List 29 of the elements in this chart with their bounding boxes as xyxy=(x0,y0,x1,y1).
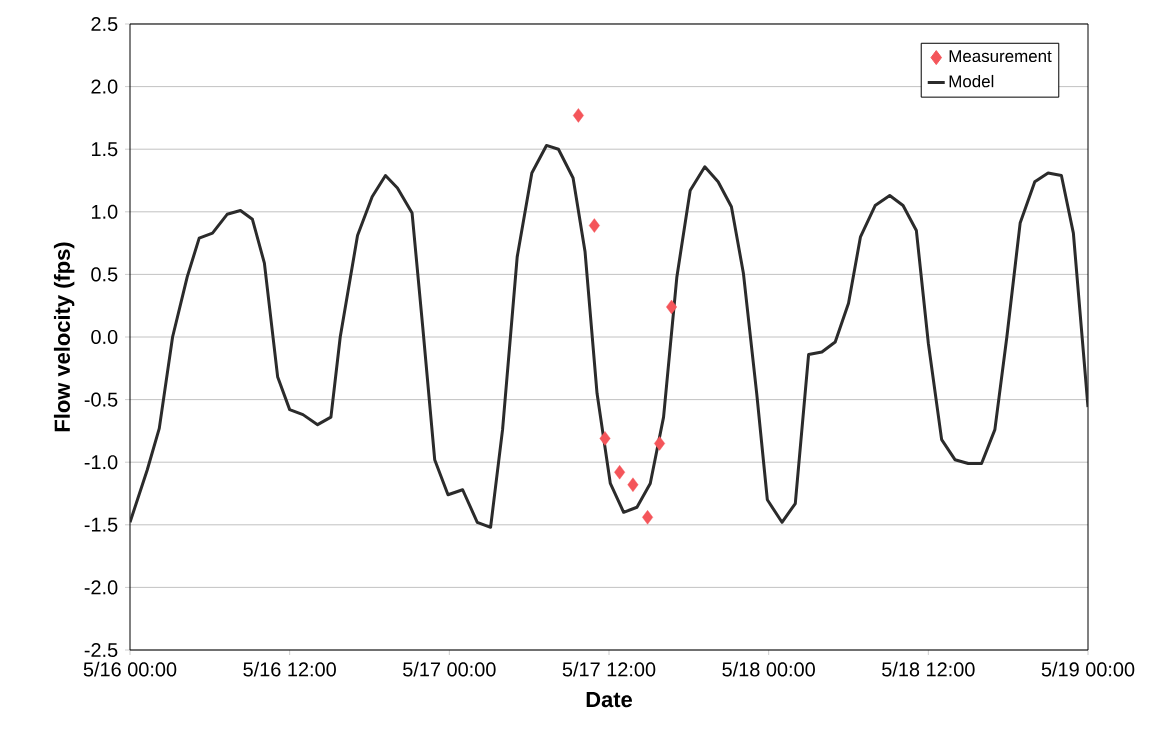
y-tick-label: 0.0 xyxy=(91,329,118,345)
x-tick-label: 5/17 12:00 xyxy=(562,661,656,677)
point xyxy=(599,431,611,446)
y-tick-label: -2.5 xyxy=(84,642,118,658)
x-tick-label: 5/18 00:00 xyxy=(722,661,815,677)
y-tick-label: 2.5 xyxy=(91,16,118,32)
y-tick-label: -0.5 xyxy=(84,392,118,407)
point xyxy=(614,465,626,480)
y-tick-label: -2.0 xyxy=(84,580,118,595)
y-axis-title: Flow velocity (fps) xyxy=(53,242,75,432)
y-tick-label: -1.0 xyxy=(84,455,118,470)
y-tick-label: 2.0 xyxy=(91,79,118,94)
point xyxy=(654,436,666,451)
y-tick-label: 1.5 xyxy=(91,142,118,157)
point xyxy=(588,218,600,233)
x-tick-label: 5/17 00:00 xyxy=(403,661,496,677)
point xyxy=(627,477,639,492)
point xyxy=(572,108,584,123)
point xyxy=(642,510,654,525)
y-tick-label: 0.5 xyxy=(91,267,118,282)
x-tick-label: 5/16 00:00 xyxy=(83,661,177,677)
x-tick-label: 5/16 12:00 xyxy=(243,661,336,677)
y-tick-label: -1.5 xyxy=(84,517,118,532)
legend-label: Model xyxy=(949,74,994,88)
y-tick-label: 1.0 xyxy=(91,204,118,219)
x-axis-title: Date xyxy=(586,691,632,708)
legend-label: Measurement xyxy=(949,50,1052,63)
x-tick-label: 5/19 00:00 xyxy=(1041,661,1135,677)
x-tick-label: 5/18 12:00 xyxy=(882,661,975,677)
